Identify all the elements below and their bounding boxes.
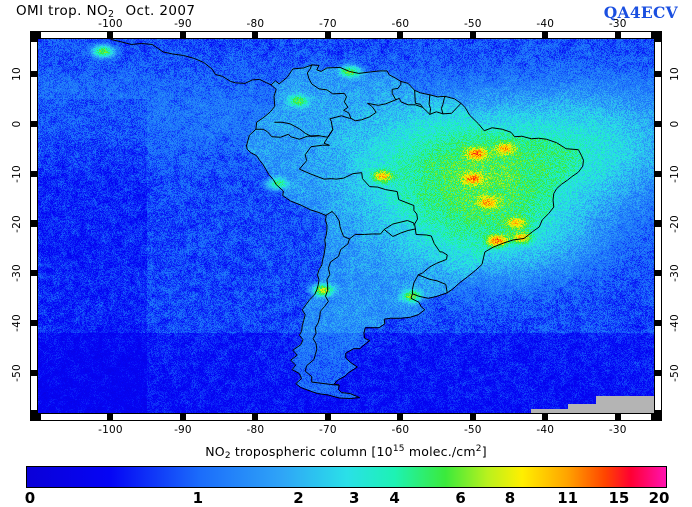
colorbar-tick-label: 2 [293, 489, 304, 507]
axis-tick [31, 276, 37, 321]
x-axis-label-bottom: -90 [174, 424, 192, 436]
colorbar [26, 466, 667, 488]
y-axis-label-right: -50 [669, 364, 681, 382]
axis-tick [41, 32, 108, 38]
y-axis-label-right: 0 [669, 120, 681, 128]
y-axis-label-right: -40 [669, 314, 681, 333]
axis-tick [31, 76, 37, 121]
y-axis-label-right: -30 [669, 264, 681, 283]
y-axis-label-right: 10 [669, 67, 681, 81]
y-axis-label-right: -10 [669, 164, 681, 183]
x-axis-label-top: -70 [319, 18, 337, 30]
colorbar-tick-label: 3 [348, 489, 360, 507]
axis-tick [655, 326, 661, 371]
axis-tick [185, 414, 253, 420]
y-axis-label-left: -40 [11, 314, 23, 333]
axis-tick [655, 226, 661, 271]
x-axis-label-top: -40 [536, 18, 555, 30]
x-axis-label-bottom: -100 [98, 424, 123, 436]
y-axis-label-left: -20 [11, 214, 23, 233]
colorbar-tick-label: 6 [455, 489, 466, 507]
axis-tick [620, 32, 651, 38]
x-axis-label-bottom: -40 [536, 424, 555, 436]
x-axis-label-bottom: -60 [391, 424, 410, 436]
x-axis-label-top: -80 [246, 18, 265, 30]
x-axis-label-top: -90 [174, 18, 192, 30]
colorbar-label: NO2 tropospheric column [1015 molec./cm2… [205, 444, 487, 461]
axis-tick [113, 32, 180, 38]
axis-tick [403, 414, 470, 420]
y-axis-label-left: 0 [11, 120, 23, 128]
colorbar-tick-label: 1 [192, 489, 203, 507]
axis-tick [475, 414, 543, 420]
axis-tick [548, 32, 615, 38]
title-species: OMI trop. NO [16, 3, 109, 19]
axis-tick [620, 414, 651, 420]
colorbar-tick-label: 8 [504, 489, 516, 507]
y-axis-label-left: 10 [11, 67, 23, 81]
axis-tick [475, 32, 543, 38]
axis-tick [31, 42, 37, 71]
axis-tick [185, 32, 253, 38]
colorbar-tick-label: 11 [557, 489, 579, 507]
y-axis-label-left: -30 [11, 264, 23, 283]
axis-tick [31, 226, 37, 271]
y-axis-label-left: -10 [11, 164, 23, 183]
axis-tick [403, 32, 470, 38]
axis-tick [31, 176, 37, 221]
colorbar-tick-label: 4 [389, 489, 400, 507]
axis-tick [31, 126, 37, 171]
map-plot-area [38, 39, 654, 413]
colorbar-tick-label: 15 [608, 489, 630, 507]
axis-tick [655, 376, 661, 410]
axis-tick [655, 126, 661, 171]
colorbar-tick-label: 0 [24, 489, 36, 507]
colorbar-gradient [26, 466, 667, 488]
title-subscript: 2 [108, 9, 115, 20]
x-axis-label-bottom: -30 [608, 424, 627, 436]
qa4ecv-logo: QA4ECV [603, 3, 678, 22]
axis-tick [31, 376, 37, 410]
x-axis-label-bottom: -70 [319, 424, 337, 436]
y-axis-label-left: -50 [11, 364, 23, 382]
y-axis-label-right: -20 [669, 214, 681, 233]
axis-tick [31, 326, 37, 371]
axis-tick [330, 414, 398, 420]
title-date: Oct. 2007 [125, 3, 196, 19]
axis-tick [113, 414, 180, 420]
x-axis-label-bottom: -50 [463, 424, 482, 436]
x-axis-label-top: -30 [608, 18, 627, 30]
no2-heatmap-canvas [38, 39, 654, 413]
axis-tick [655, 276, 661, 321]
x-axis-label-bottom: -80 [246, 424, 265, 436]
page-title: OMI trop. NO2 Oct. 2007 [16, 3, 196, 20]
axis-tick [258, 414, 325, 420]
axis-tick [655, 42, 661, 71]
axis-tick [548, 414, 615, 420]
x-axis-label-top: -60 [391, 18, 410, 30]
axis-tick [330, 32, 398, 38]
colorbar-tick-label: 20 [648, 489, 670, 507]
x-axis-label-top: -100 [98, 18, 123, 30]
axis-tick [655, 76, 661, 121]
x-axis-label-top: -50 [463, 18, 482, 30]
axis-tick [258, 32, 325, 38]
axis-tick [41, 414, 108, 420]
axis-tick [655, 176, 661, 221]
